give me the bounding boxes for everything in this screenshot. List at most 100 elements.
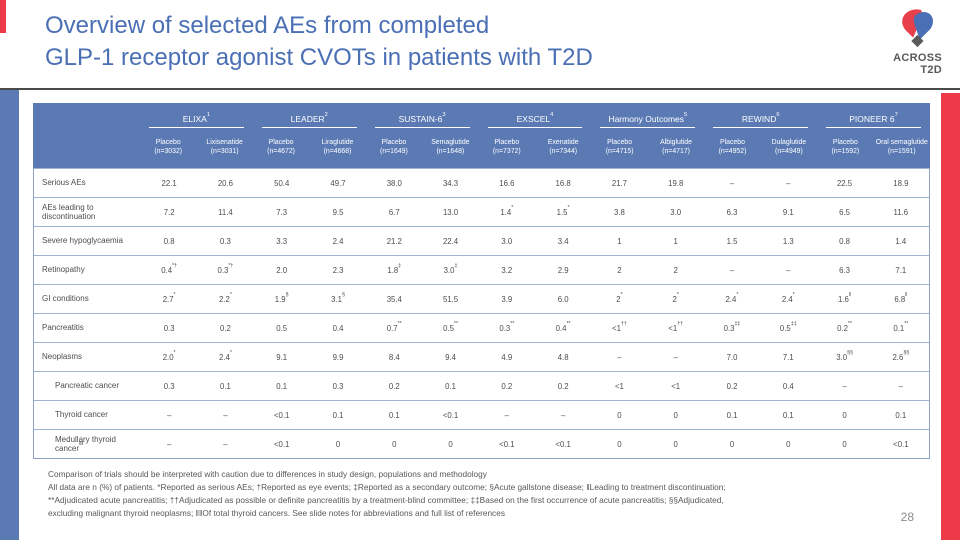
value-cell: 7.1 xyxy=(872,255,929,284)
value-cell: <1†† xyxy=(591,313,648,342)
value-cell: 16.8 xyxy=(534,168,592,197)
arm-header-cell: Placebo (n=4672) xyxy=(267,139,295,155)
arm-header-cell: Placebo (n=4715) xyxy=(605,139,634,155)
value-cell: 1.5* xyxy=(534,197,592,226)
value-cell: 50.4 xyxy=(253,168,310,197)
value-cell: 9.1 xyxy=(253,342,310,371)
value-cell: 3.8 xyxy=(591,197,648,226)
value-cell: 2.9 xyxy=(534,255,592,284)
value-cell: – xyxy=(760,255,817,284)
aes-table: ELIXA1 LEADER2 SUSTAIN-63 EXSCEL4 Harmon… xyxy=(33,103,930,459)
value-cell: – xyxy=(703,168,761,197)
value-cell: 0.3 xyxy=(141,313,198,342)
value-cell: 2 xyxy=(591,255,648,284)
footnote-line3: **Adjudicated acute pancreatitis; ††Adju… xyxy=(48,495,724,505)
arm-header-cell: Lixisenatide (n=3031) xyxy=(206,139,243,155)
footnote-line2: All data are n (%) of patients. *Reporte… xyxy=(48,482,726,492)
value-cell: – xyxy=(141,400,198,429)
value-cell: 21.2 xyxy=(366,226,423,255)
value-cell: 0.4*† xyxy=(141,255,198,284)
value-cell: 0.1 xyxy=(253,371,310,400)
value-cell: 34.3 xyxy=(422,168,479,197)
value-cell: 6.8ǁ xyxy=(872,284,929,313)
value-cell: 2.4* xyxy=(703,284,761,313)
value-cell: <1 xyxy=(647,371,704,400)
value-cell: <0.1 xyxy=(478,429,535,458)
value-cell: 0.1** xyxy=(872,313,929,342)
value-cell: 0.5 xyxy=(253,313,310,342)
value-cell: 0.2 xyxy=(366,371,423,400)
row-label: Severe hypoglycaemia xyxy=(34,226,141,255)
value-cell: 13.0 xyxy=(422,197,479,226)
value-cell: 7.1 xyxy=(760,342,817,371)
value-cell: 51.5 xyxy=(422,284,479,313)
value-cell: 3.4 xyxy=(534,226,592,255)
heart-logo-icon xyxy=(884,6,948,52)
value-cell: – xyxy=(197,429,254,458)
value-cell: 1.6ǁ xyxy=(816,284,873,313)
value-cell: – xyxy=(816,371,873,400)
value-cell: 0 xyxy=(816,400,873,429)
row-label: AEs leading to discontinuation xyxy=(34,197,141,226)
value-cell: 0.1 xyxy=(760,400,817,429)
value-cell: 0 xyxy=(760,429,817,458)
value-cell: 49.7 xyxy=(309,168,367,197)
value-cell: 0.5** xyxy=(422,313,479,342)
value-cell: – xyxy=(534,400,592,429)
value-cell: 0 xyxy=(591,429,648,458)
value-cell: 22.1 xyxy=(141,168,198,197)
slide-title-line1: Overview of selected AEs from completed xyxy=(45,12,490,39)
row-label: Pancreatitis xyxy=(34,313,141,342)
value-cell: 0.2 xyxy=(703,371,761,400)
value-cell: 1.5 xyxy=(703,226,761,255)
value-cell: 0.1 xyxy=(422,371,479,400)
value-cell: 9.1 xyxy=(760,197,817,226)
value-cell: – xyxy=(141,429,198,458)
arm-header-cell: Albiglutide (n=4717) xyxy=(660,139,692,155)
value-cell: 11.6 xyxy=(872,197,929,226)
value-cell: 0.1 xyxy=(872,400,929,429)
value-cell: 0.4 xyxy=(760,371,817,400)
value-cell: 7.0 xyxy=(703,342,761,371)
value-cell: 0.2 xyxy=(534,371,592,400)
arm-header-cell: Liraglutide (n=4668) xyxy=(321,139,354,155)
value-cell: <0.1 xyxy=(422,400,479,429)
value-cell: 0 xyxy=(309,429,367,458)
row-label: Pancreatic cancer xyxy=(34,371,141,400)
value-cell: <0.1 xyxy=(253,429,310,458)
value-cell: 3.0 xyxy=(647,197,704,226)
arm-header-row: Placebo (n=3032) Lixisenatide (n=3031) Pla… xyxy=(33,128,930,168)
across-t2d-logo: ACROSS T2D xyxy=(884,6,948,76)
value-cell: – xyxy=(703,255,761,284)
value-cell: 7.2 xyxy=(141,197,198,226)
value-cell: <0.1 xyxy=(534,429,592,458)
value-cell: 2.4* xyxy=(760,284,817,313)
value-cell: <0.1 xyxy=(872,429,929,458)
logo-text-across: ACROSS xyxy=(893,52,942,64)
trial-group-rewind: REWIND6 xyxy=(704,103,817,128)
value-cell: 3.0§§ xyxy=(816,342,873,371)
value-cell: 35.4 xyxy=(366,284,423,313)
footnote-line4: excluding malignant thyroid neoplasms; ǁ… xyxy=(48,508,505,518)
value-cell: 22.4 xyxy=(422,226,479,255)
row-label: Neoplasms xyxy=(34,342,141,371)
value-cell: <1†† xyxy=(647,313,704,342)
value-cell: 0.2** xyxy=(816,313,873,342)
value-cell: 2.4 xyxy=(309,226,367,255)
arm-header-cell: Placebo (n=7372) xyxy=(492,139,521,155)
logo-text-t2d: T2D xyxy=(920,64,942,76)
trial-group-harmony-outcomes: Harmony Outcomes5 xyxy=(591,103,704,128)
arm-header-cell: Semaglutide (n=1648) xyxy=(431,139,470,155)
value-cell: 0 xyxy=(703,429,761,458)
arm-header-cell: Exenatide (n=7344) xyxy=(547,139,579,155)
value-cell: 1 xyxy=(647,226,704,255)
footnotes: Comparison of trials should be interpret… xyxy=(48,468,916,520)
value-cell: 0.8 xyxy=(816,226,873,255)
value-cell: – xyxy=(478,400,535,429)
footnote-line1: Comparison of trials should be interpret… xyxy=(48,469,487,479)
value-cell: 3.9 xyxy=(478,284,535,313)
value-cell: 0.1 xyxy=(309,400,367,429)
value-cell: – xyxy=(591,342,648,371)
trial-group-header-row: ELIXA1 LEADER2 SUSTAIN-63 EXSCEL4 Harmon… xyxy=(33,103,930,128)
row-label: Retinopathy xyxy=(34,255,141,284)
